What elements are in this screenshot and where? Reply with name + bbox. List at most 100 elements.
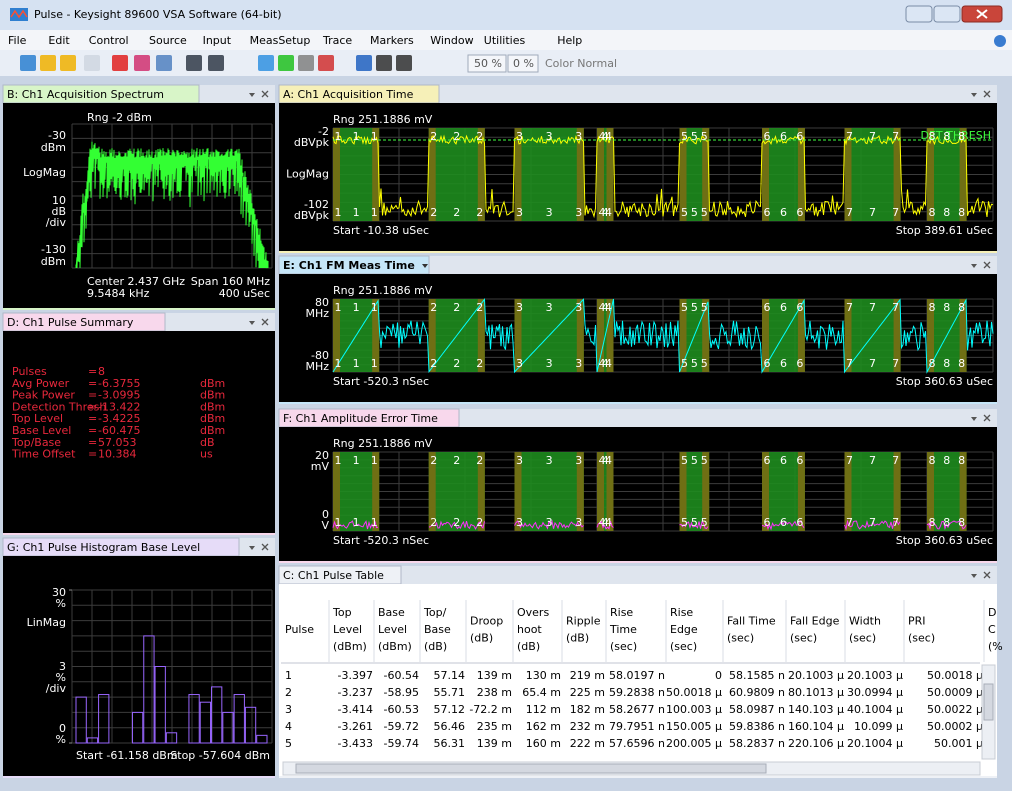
toolbar-button[interactable] [156,55,172,71]
table-header[interactable]: (dB) [566,632,589,645]
toolbar-button[interactable] [60,55,76,71]
table-header[interactable]: (dBm) [333,640,367,653]
menu-item[interactable]: MeasSetup [250,34,311,47]
table-header[interactable]: Base [424,623,451,636]
window-button[interactable] [905,5,933,23]
table-header[interactable]: (dBm) [378,640,412,653]
panel-menu-icon[interactable] [249,546,255,550]
toolbar-box [507,54,539,73]
table-header[interactable]: Pulse [285,623,314,636]
toolbar-button[interactable] [396,55,412,71]
table-header[interactable]: Level [378,623,407,636]
toolbar-button[interactable] [40,55,56,71]
panel-menu-icon[interactable] [971,417,977,421]
panel-close-icon[interactable] [261,318,269,326]
panel-title[interactable]: D: Ch1 Pulse Summary [7,316,134,329]
pulse-marker-label: 4 [602,357,609,370]
pulse-edge [372,128,380,221]
panel-menu-icon[interactable] [971,93,977,97]
table-header[interactable]: Ripple [566,615,601,628]
toolbar-text[interactable]: Color Normal [545,57,617,70]
table-header[interactable]: Time [609,623,637,636]
panel-close-icon[interactable] [261,543,269,551]
toolbar-button[interactable] [134,55,150,71]
toolbar-button[interactable] [376,55,392,71]
menu-item[interactable]: Edit [48,34,70,47]
table-header[interactable]: hoot [517,623,542,636]
menu-item[interactable]: Utilities [484,34,526,47]
y-tick-label: 30 [52,586,66,599]
toolbar-button[interactable] [20,55,36,71]
panel-title[interactable]: C: Ch1 Pulse Table [283,569,384,582]
table-header[interactable]: C [988,623,996,636]
pulse-marker-label: 8 [929,516,936,529]
help-icon[interactable] [994,35,1006,47]
panel-title[interactable]: A: Ch1 Acquisition Time [283,88,414,101]
panel-title[interactable]: B: Ch1 Acquisition Spectrum [7,88,164,101]
toolbar-button[interactable] [356,55,372,71]
table-header[interactable]: Base [378,606,405,619]
toolbar-button[interactable] [278,55,294,71]
table-header[interactable]: Rise [610,606,633,619]
menu-item[interactable]: Window [430,34,473,47]
table-header[interactable]: Fall Time [727,615,776,628]
table-header[interactable]: (sec) [727,632,754,645]
panel-title[interactable]: F: Ch1 Amplitude Error Time [283,412,438,425]
vertical-scroll-thumb[interactable] [983,683,994,721]
table-header[interactable]: Fall Edge [790,615,840,628]
panel-close-icon[interactable] [983,414,991,422]
toolbar-button[interactable] [258,55,274,71]
menu-item[interactable]: File [8,34,27,47]
pulse-marker-label: 4 [605,301,612,314]
table-header[interactable]: Droop [470,615,503,628]
menu-item[interactable]: Markers [370,34,414,47]
menu-item[interactable]: Source [149,34,187,47]
table-header[interactable]: Top [332,606,352,619]
pulse-edge [959,452,967,531]
menu-item[interactable]: Trace [322,34,352,47]
horizontal-scroll-thumb[interactable] [295,763,767,774]
panel-title[interactable]: E: Ch1 FM Meas Time [283,259,415,272]
table-header[interactable]: (sec) [670,640,697,653]
panel-menu-icon[interactable] [249,93,255,97]
panel-title[interactable]: G: Ch1 Pulse Histogram Base Level [7,541,200,554]
pulse-marker-label: 7 [892,357,899,370]
panel-close-icon[interactable] [983,571,991,579]
table-header[interactable]: (sec) [849,632,876,645]
panel-menu-icon[interactable] [971,264,977,268]
window-button[interactable] [933,5,961,23]
toolbar-button[interactable] [298,55,314,71]
toolbar-button[interactable] [112,55,128,71]
panel-close-icon[interactable] [261,90,269,98]
toolbar-button[interactable] [208,55,224,71]
table-header[interactable]: (% [988,640,1003,653]
table-header[interactable]: (dB) [470,632,493,645]
table-header[interactable]: Overs [517,606,549,619]
table-header[interactable]: (sec) [610,640,637,653]
toolbar-button[interactable] [84,55,100,71]
panel-close-icon[interactable] [983,261,991,269]
menu-item[interactable]: Control [89,34,129,47]
app-icon-wave [10,9,28,19]
menu-item[interactable]: Input [203,34,232,47]
table-header[interactable]: (dB) [517,640,540,653]
table-header[interactable]: D [988,606,996,619]
toolbar-button[interactable] [318,55,334,71]
toolbar-button[interactable] [186,55,202,71]
table-header[interactable]: PRI [908,615,926,628]
table-header[interactable]: Edge [670,623,698,636]
table-header[interactable]: (dB) [424,640,447,653]
table-header[interactable]: (sec) [790,632,817,645]
table-header[interactable]: Top/ [423,606,447,619]
summary-label: Time Offset [11,448,76,461]
table-header[interactable]: (sec) [908,632,935,645]
panel-close-icon[interactable] [983,90,991,98]
pulse-edge [844,128,852,221]
table-header[interactable]: Level [333,623,362,636]
menu-item[interactable]: Help [557,34,582,47]
table-header[interactable]: Rise [670,606,693,619]
table-header[interactable]: Width [849,615,881,628]
panel-menu-icon[interactable] [971,574,977,578]
dropdown-icon[interactable] [422,264,428,268]
panel-menu-icon[interactable] [249,321,255,325]
